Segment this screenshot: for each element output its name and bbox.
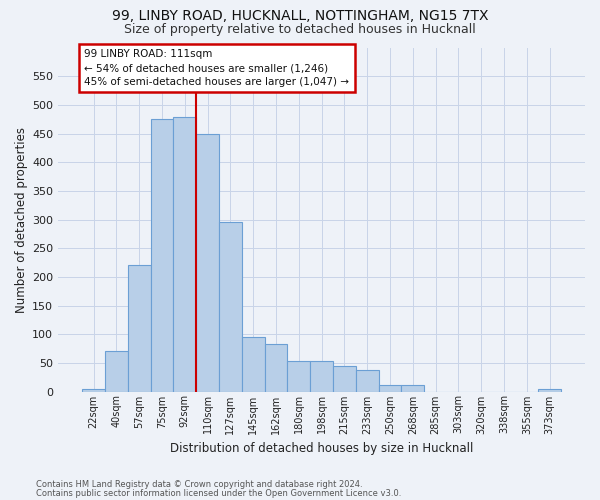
Y-axis label: Number of detached properties: Number of detached properties [15, 126, 28, 312]
Bar [151, 119, 173, 392]
Bar [287, 361, 310, 392]
Bar [219, 222, 242, 392]
Bar [242, 337, 265, 392]
Bar [401, 384, 424, 392]
X-axis label: Distribution of detached houses by size in Hucknall: Distribution of detached houses by size … [170, 442, 473, 455]
Text: 99, LINBY ROAD, HUCKNALL, NOTTINGHAM, NG15 7TX: 99, LINBY ROAD, HUCKNALL, NOTTINGHAM, NG… [112, 9, 488, 23]
Bar [538, 388, 561, 392]
Bar [356, 370, 379, 392]
Bar [196, 134, 219, 392]
Bar [82, 388, 105, 392]
Text: Contains HM Land Registry data © Crown copyright and database right 2024.: Contains HM Land Registry data © Crown c… [36, 480, 362, 489]
Text: 99 LINBY ROAD: 111sqm
← 54% of detached houses are smaller (1,246)
45% of semi-d: 99 LINBY ROAD: 111sqm ← 54% of detached … [85, 49, 349, 87]
Bar [173, 118, 196, 392]
Bar [333, 366, 356, 392]
Bar [105, 352, 128, 392]
Bar [379, 384, 401, 392]
Bar [310, 361, 333, 392]
Bar [128, 266, 151, 392]
Bar [265, 344, 287, 392]
Text: Size of property relative to detached houses in Hucknall: Size of property relative to detached ho… [124, 22, 476, 36]
Text: Contains public sector information licensed under the Open Government Licence v3: Contains public sector information licen… [36, 489, 401, 498]
